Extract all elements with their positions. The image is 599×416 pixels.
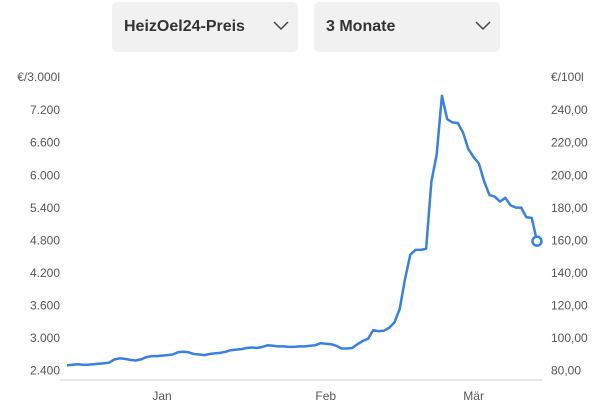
- y2-tick-label: 240,00: [551, 103, 588, 117]
- y-axis-title: €/3.000l: [17, 70, 60, 84]
- y2-tick-label: 80,00: [551, 364, 581, 378]
- y2-tick-label: 220,00: [551, 136, 588, 150]
- x-tick-label: Feb: [315, 389, 336, 403]
- dropdown-label[interactable]: HeizOel24-Preis: [124, 18, 245, 35]
- y2-tick-label: 200,00: [551, 168, 588, 182]
- y-tick-label: 6.000: [30, 168, 60, 182]
- y2-tick-label: 140,00: [551, 266, 588, 280]
- dropdown-label[interactable]: 3 Monate: [326, 18, 395, 35]
- y2-tick-label: 160,00: [551, 233, 588, 247]
- y-tick-label: 3.600: [30, 298, 60, 312]
- y2-axis-title: €/100l: [551, 70, 584, 84]
- x-tick-label: Jan: [152, 389, 171, 403]
- y-tick-label: 5.400: [30, 201, 60, 215]
- end-marker: [531, 235, 543, 247]
- price-line: [66, 94, 539, 367]
- dropdown-box[interactable]: [314, 2, 500, 52]
- y-tick-label: 2.400: [30, 363, 60, 377]
- dropdown[interactable]: 3 Monate: [314, 2, 500, 52]
- y-tick-label: 4.200: [30, 266, 60, 280]
- y-tick-label: 3.000: [30, 331, 60, 345]
- y2-tick-label: 180,00: [551, 201, 588, 215]
- y-tick-label: 6.600: [30, 136, 60, 150]
- y2-tick-label: 100,00: [551, 331, 588, 345]
- x-tick-label: Mär: [463, 389, 484, 403]
- dropdown-box[interactable]: [112, 2, 298, 52]
- y2-tick-label: 120,00: [551, 298, 588, 312]
- dropdown[interactable]: HeizOel24-Preis: [112, 2, 298, 52]
- chevron[interactable]: [475, 21, 491, 31]
- y-tick-label: 7.200: [30, 103, 60, 117]
- y-tick-label: 4.800: [30, 233, 60, 247]
- chevron[interactable]: [273, 21, 289, 31]
